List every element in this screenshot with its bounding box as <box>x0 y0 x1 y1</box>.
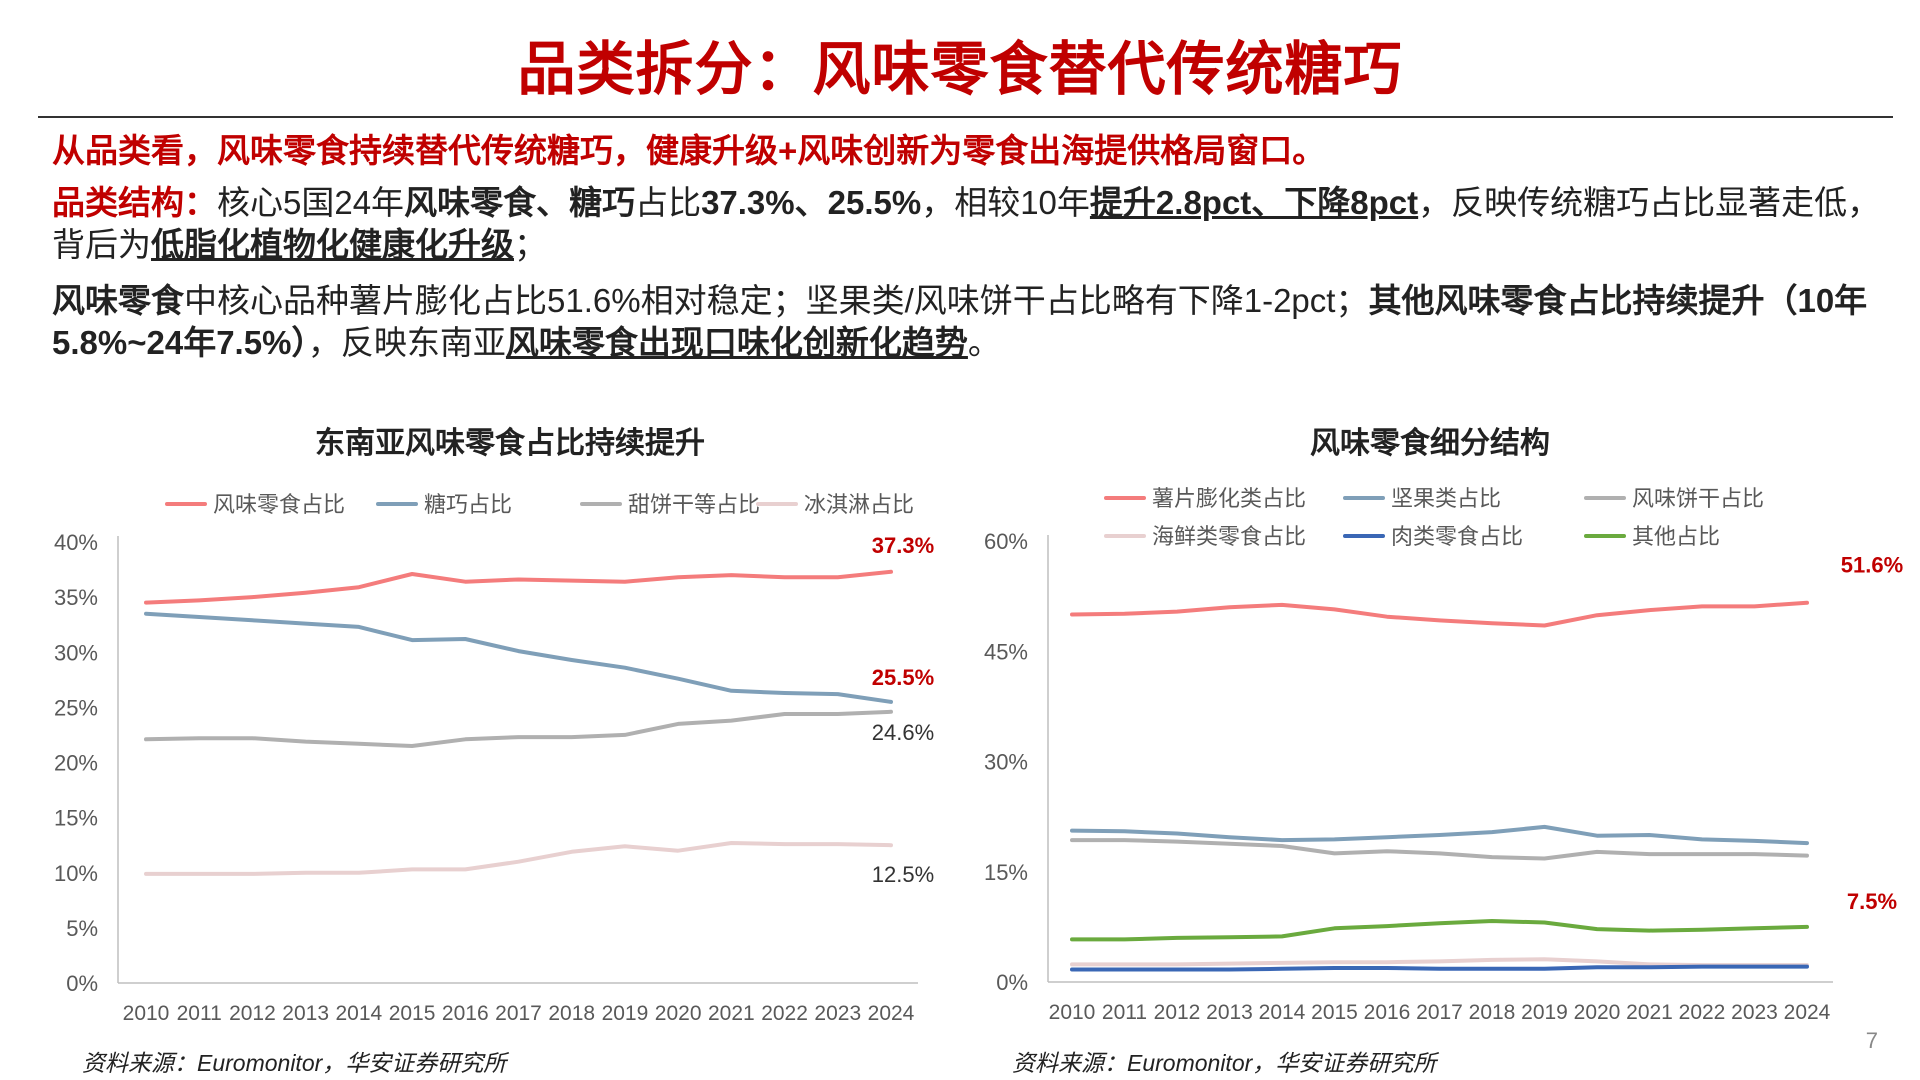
chart1-x-tick-label: 2017 <box>495 1002 542 1025</box>
chart1-x-tick-label: 2010 <box>123 1002 170 1025</box>
chart1-x-tick-label: 2021 <box>708 1002 755 1025</box>
chart1-x-tick-label: 2024 <box>868 1002 915 1025</box>
chart1-series-line-3 <box>144 709 893 748</box>
chart1-y-tick-label: 35% <box>54 585 98 610</box>
chart1-x-tick-label: 2013 <box>282 1002 329 1025</box>
chart2-x-tick-label: 2013 <box>1206 1001 1253 1024</box>
p3-text-3: 。 <box>967 324 1001 361</box>
chart2-legend-label-2: 坚果类占比 <box>1391 486 1501 511</box>
chart1-legend-label-1: 风味零食占比 <box>213 492 345 517</box>
p3-text-2: ，反映东南亚 <box>307 324 506 361</box>
p2-text-3: ，相较10年 <box>921 184 1090 221</box>
chart1-y-tick-label: 5% <box>66 916 98 941</box>
chart1-series-line-1 <box>144 569 893 605</box>
page-number: 7 <box>1865 1028 1878 1053</box>
chart1-y-tick-label: 15% <box>54 806 98 831</box>
p3-underline-1: 风味零食出现口味化创新化趋势 <box>505 324 968 361</box>
chart2-y-tick-label: 45% <box>984 639 1028 664</box>
chart2-x-tick-label: 2021 <box>1626 1001 1673 1024</box>
p2-bold-1: 风味零食、糖巧 <box>404 184 636 221</box>
chart1-y-tick-label: 40% <box>54 530 98 555</box>
chart1-x-tick-label: 2015 <box>389 1002 436 1025</box>
chart2-x-tick-label: 2019 <box>1521 1001 1568 1024</box>
chart2-legend-label-4: 海鲜类零食占比 <box>1152 524 1306 549</box>
chart2-legend-label-3: 风味饼干占比 <box>1632 486 1764 511</box>
lead-text: 从品类看，风味零食持续替代传统糖巧，健康升级+风味创新为零食出海提供格局窗口。 <box>52 132 1326 169</box>
chart1-x-tick-label: 2012 <box>229 1002 276 1025</box>
title-divider <box>38 116 1893 118</box>
chart2-x-tick-label: 2016 <box>1364 1001 1411 1024</box>
chart1-y-tick-label: 25% <box>54 695 98 720</box>
chart2-end-label-1: 51.6% <box>1841 553 1903 578</box>
chart2-series-line-5 <box>1070 964 1809 972</box>
chart1-end-label-2: 25.5% <box>872 665 934 690</box>
chart1-y-tick-label: 10% <box>54 861 98 886</box>
chart2-series-line-6 <box>1070 919 1809 942</box>
chart1-legend-label-3: 甜饼干等占比 <box>628 492 760 517</box>
paragraph-flavor-snacks: 风味零食中核心品种薯片膨化占比51.6%相对稳定；坚果类/风味饼干占比略有下降1… <box>52 280 1882 364</box>
chart2-legend-label-1: 薯片膨化类占比 <box>1152 486 1306 511</box>
chart1-end-label-1: 37.3% <box>872 533 934 558</box>
chart1-series-line-2 <box>144 611 893 704</box>
chart2-end-label-6: 7.5% <box>1847 889 1897 914</box>
page-title: 品类拆分：风味零食替代传统糖巧 <box>517 37 1403 102</box>
p2-text-2: 占比 <box>635 184 702 221</box>
chart1-x-tick-label: 2019 <box>602 1002 649 1025</box>
chart2-x-tick-label: 2017 <box>1416 1001 1463 1024</box>
chart1-end-label-4: 12.5% <box>872 862 934 887</box>
p2-underline-1: 提升2.8pct、下降8pct <box>1089 184 1419 221</box>
chart1-y-tick-label: 20% <box>54 751 98 776</box>
chart2-series-line-1 <box>1070 600 1809 628</box>
paragraph-category-structure: 品类结构：核心5国24年风味零食、糖巧占比37.3%、25.5%，相较10年提升… <box>52 182 1882 266</box>
chart2-x-tick-label: 2010 <box>1049 1001 1096 1024</box>
chart2-x-tick-label: 2023 <box>1731 1001 1778 1024</box>
p2-text-4: ，反映传统糖巧占比显著走低，背后为 <box>52 184 1881 263</box>
chart2-source: 资料来源：Euromonitor，华安证券研究所 <box>1012 1050 1437 1076</box>
chart1-x-tick-label: 2023 <box>814 1002 861 1025</box>
chart2-y-tick-label: 30% <box>984 750 1028 775</box>
chart1-legend-label-4: 冰淇淋占比 <box>804 492 914 517</box>
chart2-series-line-2 <box>1070 824 1809 846</box>
chart1-x-tick-label: 2014 <box>335 1002 382 1025</box>
chart2-series-line-3 <box>1070 838 1809 861</box>
p2-text-5: ； <box>514 226 547 263</box>
chart2-legend-label-5: 肉类零食占比 <box>1391 524 1523 549</box>
p2-bold-2: 37.3%、25.5% <box>701 184 922 221</box>
chart2-series-line-4 <box>1070 957 1809 968</box>
chart2-x-tick-label: 2020 <box>1574 1001 1621 1024</box>
chart1-end-label-3: 24.6% <box>872 720 934 745</box>
chart1-x-tick-label: 2016 <box>442 1002 489 1025</box>
chart2-y-tick-label: 15% <box>984 860 1028 885</box>
chart2-y-tick-label: 0% <box>996 970 1028 995</box>
chart1-x-tick-label: 2020 <box>655 1002 702 1025</box>
chart1-title: 东南亚风味零食占比持续提升 <box>315 427 705 460</box>
chart2-x-tick-label: 2015 <box>1311 1001 1358 1024</box>
chart2-legend-label-6: 其他占比 <box>1632 524 1720 549</box>
p2-underline-2: 低脂化植物化健康化升级 <box>151 226 514 263</box>
chart2-x-tick-label: 2011 <box>1102 1001 1147 1024</box>
chart1-x-tick-label: 2022 <box>761 1002 808 1025</box>
chart2-title: 风味零食细分结构 <box>1310 427 1550 460</box>
chart1-y-tick-label: 0% <box>66 971 98 996</box>
chart2-svg: 0%15%30%45%60%2010 2011 2012 2013 2014 2015 20… <box>984 486 1903 1024</box>
chart1-svg: 0% 5% 10% 15% 20% 25% 30% 35% 40% 2010 2011 2012 201… <box>54 492 934 1025</box>
chart2-x-tick-label: 2024 <box>1784 1001 1831 1024</box>
chart2-x-tick-label: 2018 <box>1469 1001 1516 1024</box>
chart2-x-tick-label: 2022 <box>1679 1001 1726 1024</box>
chart1-x-tick-label: 2018 <box>548 1002 595 1025</box>
p3-text-1: 中核心品种薯片膨化占比51.6%相对稳定；坚果类/风味饼干占比略有下降1-2pc… <box>184 282 1369 319</box>
chart2-x-tick-label: 2014 <box>1259 1001 1306 1024</box>
chart1-series-line-4 <box>144 841 893 876</box>
p2-text-1: 核心5国24年 <box>217 184 405 221</box>
chart1-legend-label-2: 糖巧占比 <box>424 492 512 517</box>
chart1-x-tick-label: 2011 <box>177 1002 222 1025</box>
p3-bold-2: 其他风味零食占比持续提升（10年5.8%~24年7.5%） <box>52 282 1868 361</box>
chart2-y-tick-label: 60% <box>984 529 1028 554</box>
chart1-source: 资料来源：Euromonitor，华安证券研究所 <box>82 1050 507 1076</box>
p2-label: 品类结构： <box>52 184 217 221</box>
chart1-y-tick-label: 30% <box>54 640 98 665</box>
p3-bold-1: 风味零食 <box>52 282 184 319</box>
chart2-x-tick-label: 2012 <box>1154 1001 1201 1024</box>
